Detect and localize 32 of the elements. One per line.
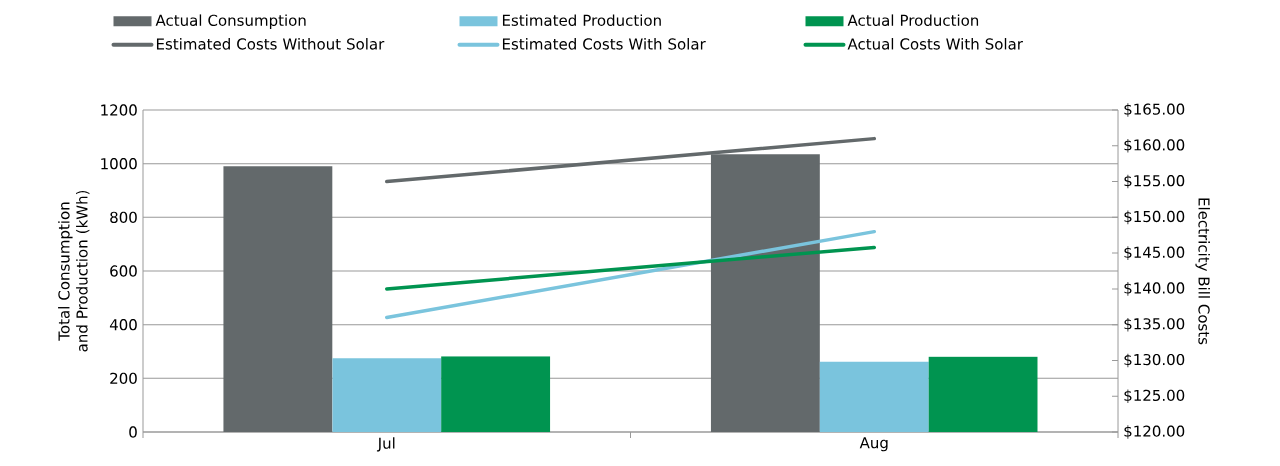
legend-label: Actual Consumption — [155, 14, 306, 29]
bar — [441, 356, 551, 432]
y-tick-label: 1200 — [101, 104, 137, 116]
y-tick-label: 800 — [110, 211, 137, 224]
bar — [332, 358, 442, 432]
y-tick-label: 1000 — [101, 157, 137, 170]
y-axis-title: Total Consumption and Production (kWh) — [58, 190, 90, 352]
y2-tick-label: $145.00 — [1124, 246, 1185, 260]
y-tick-label: 0 — [129, 426, 137, 438]
x-tick-label: Jul — [376, 437, 395, 452]
y2-tick-label: $125.00 — [1124, 389, 1185, 404]
legend-label: Actual Production — [847, 14, 979, 26]
bar — [223, 166, 333, 432]
legend-label: Actual Costs With Solar — [847, 38, 1023, 50]
y2-tick-label: $135.00 — [1124, 317, 1185, 332]
y-tick-label: 400 — [109, 318, 137, 331]
bar — [819, 361, 929, 432]
y2-tick-label: $165.00 — [1124, 103, 1185, 117]
y2-tick-label: $160.00 — [1124, 138, 1185, 153]
y2-tick-label: $120.00 — [1124, 425, 1185, 439]
x-tick-label: Aug — [859, 437, 888, 452]
y-tick-label: 200 — [110, 372, 137, 385]
y2-axis-title: Electricity Bill Costs — [1195, 198, 1210, 345]
y2-tick-label: $130.00 — [1124, 353, 1185, 368]
legend-label: Estimated Costs With Solar — [502, 38, 706, 50]
legend-label: Estimated Costs Without Solar — [156, 38, 385, 50]
y2-tick-label: $155.00 — [1124, 174, 1185, 189]
y-tick-label: 600 — [110, 265, 137, 277]
legend-label: Estimated Production — [502, 14, 661, 26]
y2-tick-label: $140.00 — [1124, 282, 1185, 296]
y2-tick-label: $150.00 — [1124, 210, 1185, 225]
bar — [928, 356, 1038, 432]
